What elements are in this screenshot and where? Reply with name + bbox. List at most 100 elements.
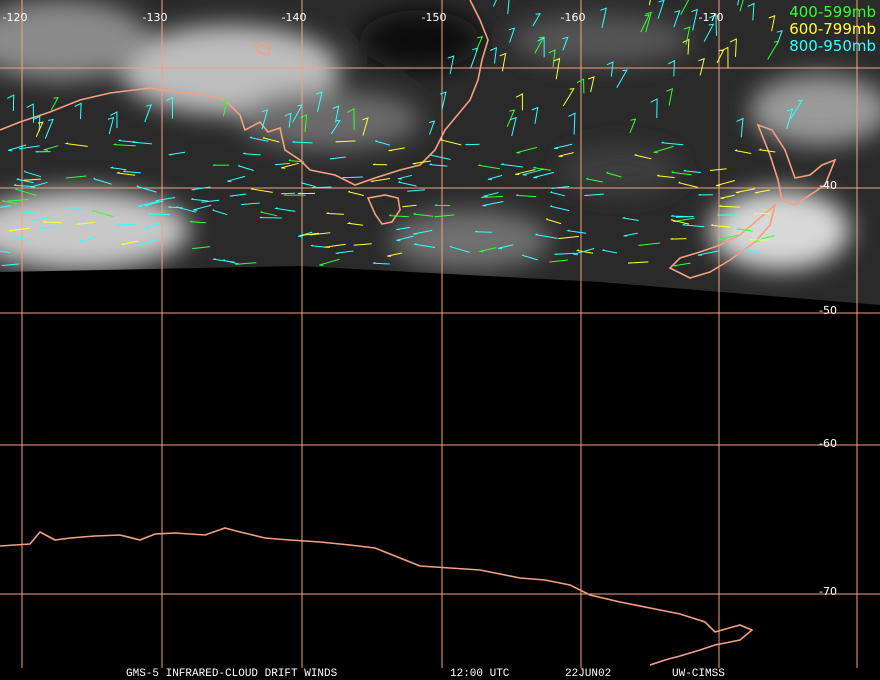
wind-barb: [510, 116, 517, 137]
wind-barb: [711, 224, 731, 228]
wind-barb: [387, 252, 403, 257]
wind-barb: [434, 204, 451, 207]
wind-barb: [8, 227, 30, 232]
wind-barb: [465, 143, 480, 146]
wind-barb: [640, 14, 650, 33]
wind-barb: [6, 94, 15, 112]
wind-barb: [490, 46, 498, 64]
wind-barb: [439, 91, 447, 111]
wind-barb: [573, 248, 595, 256]
wind-barb: [413, 242, 436, 248]
wind-barb: [0, 250, 11, 254]
wind-barb: [703, 23, 715, 42]
wind-barb: [33, 115, 41, 132]
wind-barb: [284, 112, 292, 128]
wind-barb: [332, 105, 340, 123]
wind-barb: [553, 57, 561, 80]
wind-barb: [717, 214, 739, 216]
wind-barb: [389, 214, 409, 218]
wind-barb: [123, 170, 141, 174]
wind-barb: [534, 233, 558, 239]
wind-barb: [562, 36, 569, 51]
wind-barb: [243, 152, 261, 156]
wind-barb: [500, 163, 523, 168]
wind-barb: [121, 240, 139, 245]
wind-barb: [755, 235, 775, 242]
wind-barb: [191, 186, 211, 191]
wind-barb: [118, 139, 138, 143]
wind-barb: [739, 0, 744, 12]
wind-barb: [115, 171, 136, 176]
wind-barb: [39, 226, 54, 230]
antarctica-coast: [0, 527, 754, 666]
wind-barb: [680, 0, 690, 15]
wind-barb: [532, 166, 551, 171]
wind-barb: [566, 229, 587, 234]
wind-barb: [30, 181, 48, 189]
wind-barb: [1, 199, 18, 205]
wind-barb: [768, 15, 776, 32]
wind-barb: [92, 209, 114, 218]
wind-barb: [259, 210, 278, 217]
wind-barb: [191, 198, 209, 202]
longitude-label: -170: [699, 11, 724, 24]
wind-barb: [715, 180, 736, 187]
wind-barb: [534, 36, 545, 54]
wind-barb: [506, 109, 516, 127]
wind-barb: [249, 136, 269, 142]
wind-barb: [698, 194, 713, 196]
wind-barb: [673, 9, 681, 28]
wind-barb: [601, 248, 618, 254]
wind-barb: [335, 250, 354, 254]
wind-barb: [23, 178, 41, 181]
wind-barb: [353, 243, 372, 246]
wind-barb: [653, 145, 674, 154]
wind-barb: [776, 30, 783, 46]
wind-barb: [26, 103, 34, 123]
wind-barb: [634, 153, 652, 160]
wind-barb: [439, 138, 462, 146]
wind-barb: [326, 212, 344, 215]
wind-barb: [316, 91, 323, 113]
wind-barb: [568, 112, 576, 135]
wind-barb: [428, 120, 436, 135]
australia-coast: [0, 0, 489, 186]
wind-barb: [683, 169, 701, 173]
wind-barb: [274, 207, 296, 212]
wind-barb: [288, 159, 305, 163]
wind-barb: [93, 177, 112, 185]
wind-barb: [300, 114, 308, 132]
wind-barb: [32, 216, 52, 221]
wind-barb: [657, 0, 665, 19]
wind-barb: [661, 141, 684, 146]
wind-barb: [554, 252, 575, 255]
wind-barb: [516, 146, 538, 154]
wind-barb: [786, 108, 794, 130]
wind-barb: [606, 171, 622, 178]
wind-barb: [558, 235, 579, 240]
wind-barb: [397, 174, 413, 180]
wind-barb: [300, 181, 316, 188]
wind-barb: [683, 26, 691, 45]
wind-barb: [734, 149, 752, 154]
latitude-label: -40: [819, 179, 837, 192]
wind-barb: [737, 0, 740, 6]
wind-barb: [749, 239, 769, 241]
wind-barb: [545, 218, 562, 225]
wind-barb: [487, 174, 503, 181]
wind-barb: [678, 181, 699, 188]
wind-barb: [736, 117, 744, 138]
footer-text: UW-CIMSS: [672, 668, 725, 680]
wind-barb: [584, 193, 604, 197]
wind-barb: [50, 96, 59, 111]
wind-barb: [43, 145, 59, 151]
wind-barb: [429, 163, 448, 167]
wind-barb: [319, 258, 340, 266]
wind-barb: [667, 59, 676, 77]
wind-barb: [429, 153, 451, 160]
wind-barb: [729, 38, 737, 57]
wind-barb: [297, 192, 316, 195]
wind-barb: [675, 216, 694, 218]
wind-barb: [657, 174, 675, 179]
wind-barb: [43, 220, 62, 224]
